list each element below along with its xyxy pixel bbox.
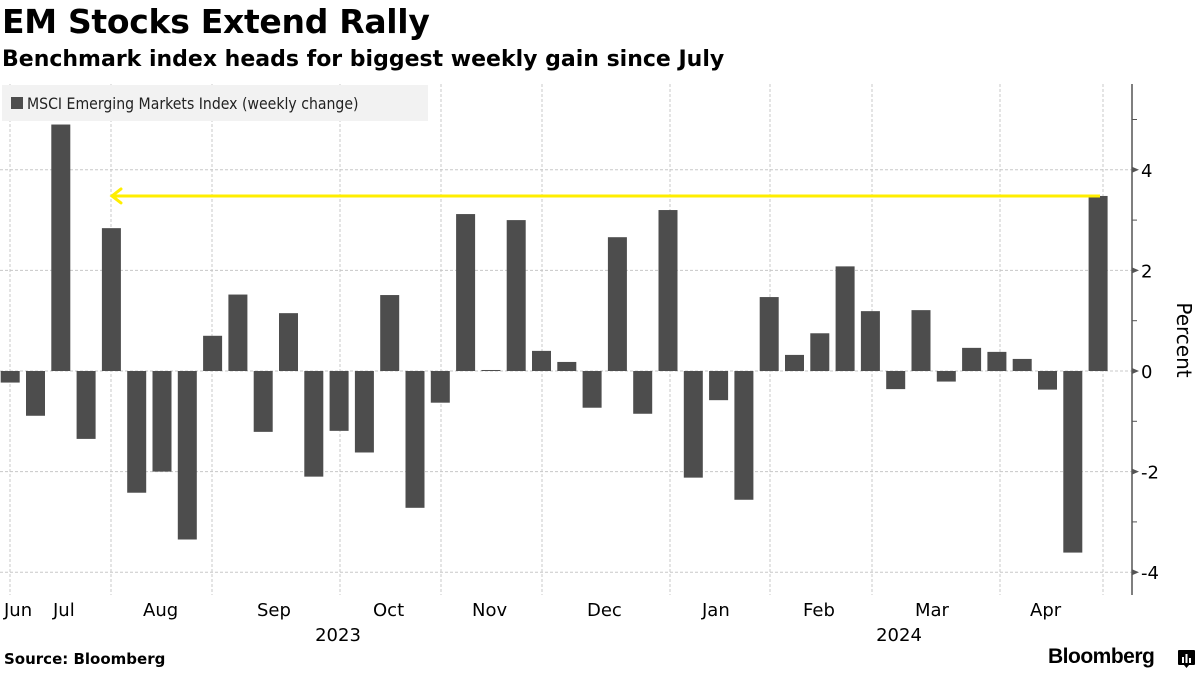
bar [506,220,526,371]
gridlines [0,84,1132,595]
bar [329,371,349,431]
legend-swatch [11,97,23,109]
bar [607,237,627,371]
bar [683,371,703,478]
arrowhead [109,187,123,205]
x-tick-label: Jul [52,600,75,621]
bar [557,361,577,371]
y-axis-label: Percent [1172,302,1196,377]
bar [101,228,121,371]
y-major-tick [1132,267,1139,274]
bar [1063,371,1083,553]
bar [860,311,880,371]
bar [886,371,906,390]
bar [759,297,779,371]
bloomberg-logo: Bloomberg [1048,645,1155,668]
y-tick-label: 0 [1141,362,1152,383]
bar [0,371,20,383]
y-tick-label: -2 [1141,463,1159,484]
bar [633,371,653,414]
bar [936,371,956,382]
bar [785,354,804,371]
x-tick-label: Oct [373,600,404,621]
bar [177,371,197,540]
bar [1038,371,1057,390]
x-tick-label: Feb [803,600,835,621]
yellow-arrow-annotation [109,187,1100,205]
bar [481,369,501,371]
bloomberg-chart-icon [1178,650,1195,668]
bar [228,294,248,371]
x-tick-label: Nov [472,600,507,621]
y-major-tick [1132,166,1139,173]
x-tick-label: Dec [587,600,622,621]
bar [354,371,374,453]
bar [835,266,855,371]
x-tick-label: Jan [701,600,730,621]
bar [582,371,602,408]
bar [810,333,830,371]
bar [987,351,1007,371]
bar [51,124,71,371]
bar [911,310,931,371]
source-note: Source: Bloomberg [4,650,166,668]
bars [0,124,1108,553]
bar [532,350,551,371]
bar [456,214,476,371]
x-tick-label: Mar [915,600,950,621]
x-tick-label: Aug [143,600,178,621]
bar [658,210,678,371]
bar [304,371,324,477]
x-tick-label: Jun [3,600,32,621]
bar [734,371,754,500]
y-major-tick [1132,468,1139,475]
y-tick-label: 2 [1141,261,1152,282]
bar [253,371,273,432]
bar [962,347,982,371]
bar [430,371,450,403]
y-major-tick [1132,368,1139,374]
chart-subtitle: Benchmark index heads for biggest weekly… [2,47,725,72]
bar [380,295,400,371]
bar [127,371,147,493]
bar [1088,195,1108,371]
x-axis: Jun Jul Aug Sep Oct Nov Dec Jan Feb Mar Apr 2023 202… [3,600,1062,646]
legend: MSCI Emerging Markets Index (weekly chan… [2,85,428,121]
x-tick-label: Apr [1030,600,1062,621]
y-tick-label: 4 [1141,161,1152,182]
y-tick-label: -4 [1141,563,1159,584]
x-year-label: 2024 [876,625,922,646]
y-axis: -4 -2 0 2 4 [1131,84,1159,595]
bar [76,371,96,439]
bar [152,371,172,472]
bar [203,335,223,371]
bar [709,371,729,401]
bar [279,313,298,371]
x-tick-label: Sep [257,600,291,621]
legend-label: MSCI Emerging Markets Index (weekly chan… [27,93,359,113]
y-major-tick [1132,569,1139,576]
bar [1012,358,1032,371]
bar [26,371,45,416]
x-year-label: 2023 [315,625,361,646]
bar [405,371,425,508]
chart-title: EM Stocks Extend Rally [2,2,430,41]
